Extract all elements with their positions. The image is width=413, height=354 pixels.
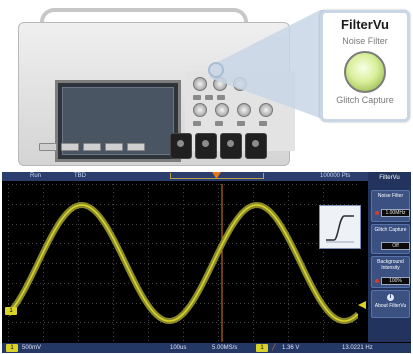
front-button xyxy=(193,95,201,100)
front-button xyxy=(259,121,267,126)
acquisition-state: Run xyxy=(30,173,42,179)
front-button xyxy=(205,95,213,100)
front-knob xyxy=(193,77,207,91)
selector-dot-icon xyxy=(375,279,379,283)
timebase-readout: 100us xyxy=(170,345,187,351)
filter-knob-icon xyxy=(344,51,386,93)
front-knob xyxy=(215,103,229,117)
channel-1-ground-marker[interactable]: 1 xyxy=(5,307,17,315)
front-knob xyxy=(259,103,273,117)
probe-input-connector xyxy=(245,133,267,159)
selector-dot-icon xyxy=(375,211,379,215)
side-menu-title: FilterVu xyxy=(379,175,400,181)
frequency-readout: 13.0221 Hz xyxy=(342,345,373,351)
callout-glitch-capture-label: Glitch Capture xyxy=(336,95,394,105)
background-intensity-label: Background Intensity xyxy=(377,259,404,271)
filter-response-icon xyxy=(319,205,361,249)
record-length: 100000 Pts xyxy=(320,173,351,179)
waveform-graticule xyxy=(8,184,358,342)
front-button xyxy=(215,121,223,126)
front-knob xyxy=(193,103,207,117)
top-status-bar: Run TBD 100000 Pts xyxy=(2,172,411,181)
bezel-button xyxy=(39,143,57,151)
about-filtervu-label: About FilterVu xyxy=(374,303,407,309)
side-menu-glitch-capture[interactable]: Glitch Capture Off xyxy=(371,224,410,254)
record-length-bar xyxy=(170,173,264,179)
oscilloscope-display: Run TBD 100000 Pts 1 FilterVu Noise Filt… xyxy=(2,172,411,353)
bezel-button xyxy=(105,143,123,151)
noise-filter-value: 1.00MHz xyxy=(381,209,410,217)
sample-rate-readout: 5.00MS/s xyxy=(212,345,238,351)
bezel-button xyxy=(61,143,79,151)
product-illustration: FilterVu Noise Filter Glitch Capture xyxy=(0,0,413,170)
bezel-button xyxy=(127,143,145,151)
channel-1-scale: 500mV xyxy=(22,345,42,351)
front-button xyxy=(217,95,225,100)
filtervu-side-menu: FilterVu Noise Filter 1.00MHz Glitch Cap… xyxy=(368,172,411,342)
trigger-info: TBD xyxy=(74,173,86,179)
bottom-status-bar: 1 500mV 100us 5.00MS/s 1 ╱ 1.36 V 13.022… xyxy=(2,343,411,353)
trigger-level-readout: 1.36 V xyxy=(282,345,300,351)
front-button xyxy=(193,121,201,126)
oscilloscope-body xyxy=(18,22,295,166)
trigger-slope-icon: ╱ xyxy=(272,345,276,351)
glitch-capture-label: Glitch Capture xyxy=(374,227,407,233)
probe-input-connector xyxy=(195,133,217,159)
side-menu-noise-filter[interactable]: Noise Filter 1.00MHz xyxy=(371,190,410,222)
channel-1-tag[interactable]: 1 xyxy=(6,344,18,352)
side-menu-background-intensity[interactable]: Background Intensity 100% xyxy=(371,256,410,288)
glitch-capture-value: Off xyxy=(381,242,410,250)
trigger-source-tag[interactable]: 1 xyxy=(256,344,268,352)
callout-noise-filter-label: Noise Filter xyxy=(342,36,388,46)
probe-input-connector xyxy=(170,133,192,159)
probe-input-connector xyxy=(220,133,242,159)
channel-1-waveform xyxy=(8,204,358,322)
side-menu-about-filtervu[interactable]: i About FilterVu xyxy=(371,290,410,318)
bezel-button xyxy=(83,143,101,151)
info-icon: i xyxy=(387,294,394,301)
trigger-level-marker[interactable] xyxy=(358,301,366,309)
callout-title: FilterVu xyxy=(341,17,389,32)
background-intensity-value: 100% xyxy=(381,277,410,285)
scope-handle xyxy=(40,8,248,34)
trigger-position-icon xyxy=(212,172,221,179)
filtervu-callout: FilterVu Noise Filter Glitch Capture xyxy=(320,10,410,122)
front-button xyxy=(237,121,245,126)
front-knob xyxy=(237,103,251,117)
noise-filter-label: Noise Filter xyxy=(377,193,404,199)
